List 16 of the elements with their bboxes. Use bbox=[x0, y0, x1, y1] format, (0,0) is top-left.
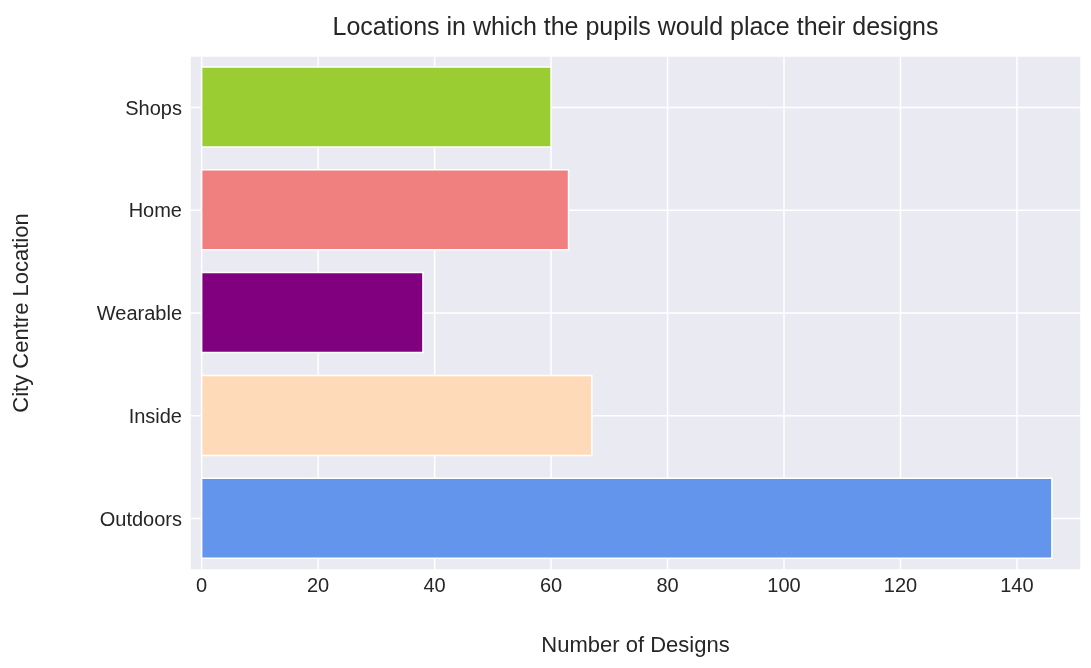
x-tick-label: 80 bbox=[656, 574, 679, 597]
x-tick-label: 0 bbox=[196, 574, 208, 597]
y-tick-label: Home bbox=[128, 199, 182, 222]
y-tick-label: Inside bbox=[128, 404, 182, 427]
y-tick-label: Shops bbox=[125, 96, 182, 119]
x-tick-label: 140 bbox=[1000, 574, 1034, 597]
y-axis-title: City Centre Location bbox=[7, 213, 33, 413]
x-tick-label: 100 bbox=[767, 574, 801, 597]
x-tick-label: 40 bbox=[423, 574, 446, 597]
chart-title: Locations in which the pupils would place their designs bbox=[331, 11, 940, 42]
x-tick-label: 120 bbox=[883, 574, 918, 597]
y-tick-label: Outdoors bbox=[99, 507, 182, 530]
y-tick-label: Wearable bbox=[96, 302, 182, 325]
x-tick-label: 20 bbox=[306, 574, 330, 597]
x-tick-label: 60 bbox=[539, 574, 563, 597]
x-axis-title: Number of Designs bbox=[541, 632, 730, 657]
